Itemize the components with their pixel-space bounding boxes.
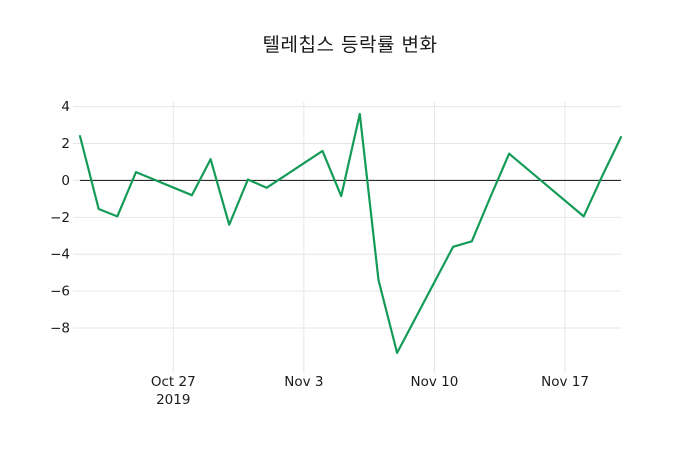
- y-tick-label: −2: [50, 210, 70, 226]
- y-tick-label: −4: [50, 247, 70, 263]
- y-tick-label: −6: [50, 284, 70, 300]
- x-tick-year-label: 2019: [156, 392, 190, 408]
- x-tick-label: Nov 17: [541, 374, 589, 390]
- y-tick-label: 0: [61, 173, 70, 189]
- x-tick-label: Nov 3: [284, 374, 323, 390]
- y-tick-label: 4: [61, 99, 70, 115]
- x-tick-label: Oct 27: [151, 374, 196, 390]
- y-tick-label: 2: [61, 136, 70, 152]
- x-tick-label: Nov 10: [411, 374, 459, 390]
- price-change-line: [78, 112, 623, 354]
- y-tick-label: −8: [50, 321, 70, 337]
- chart-title: 텔레칩스 등락률 변화: [262, 34, 438, 56]
